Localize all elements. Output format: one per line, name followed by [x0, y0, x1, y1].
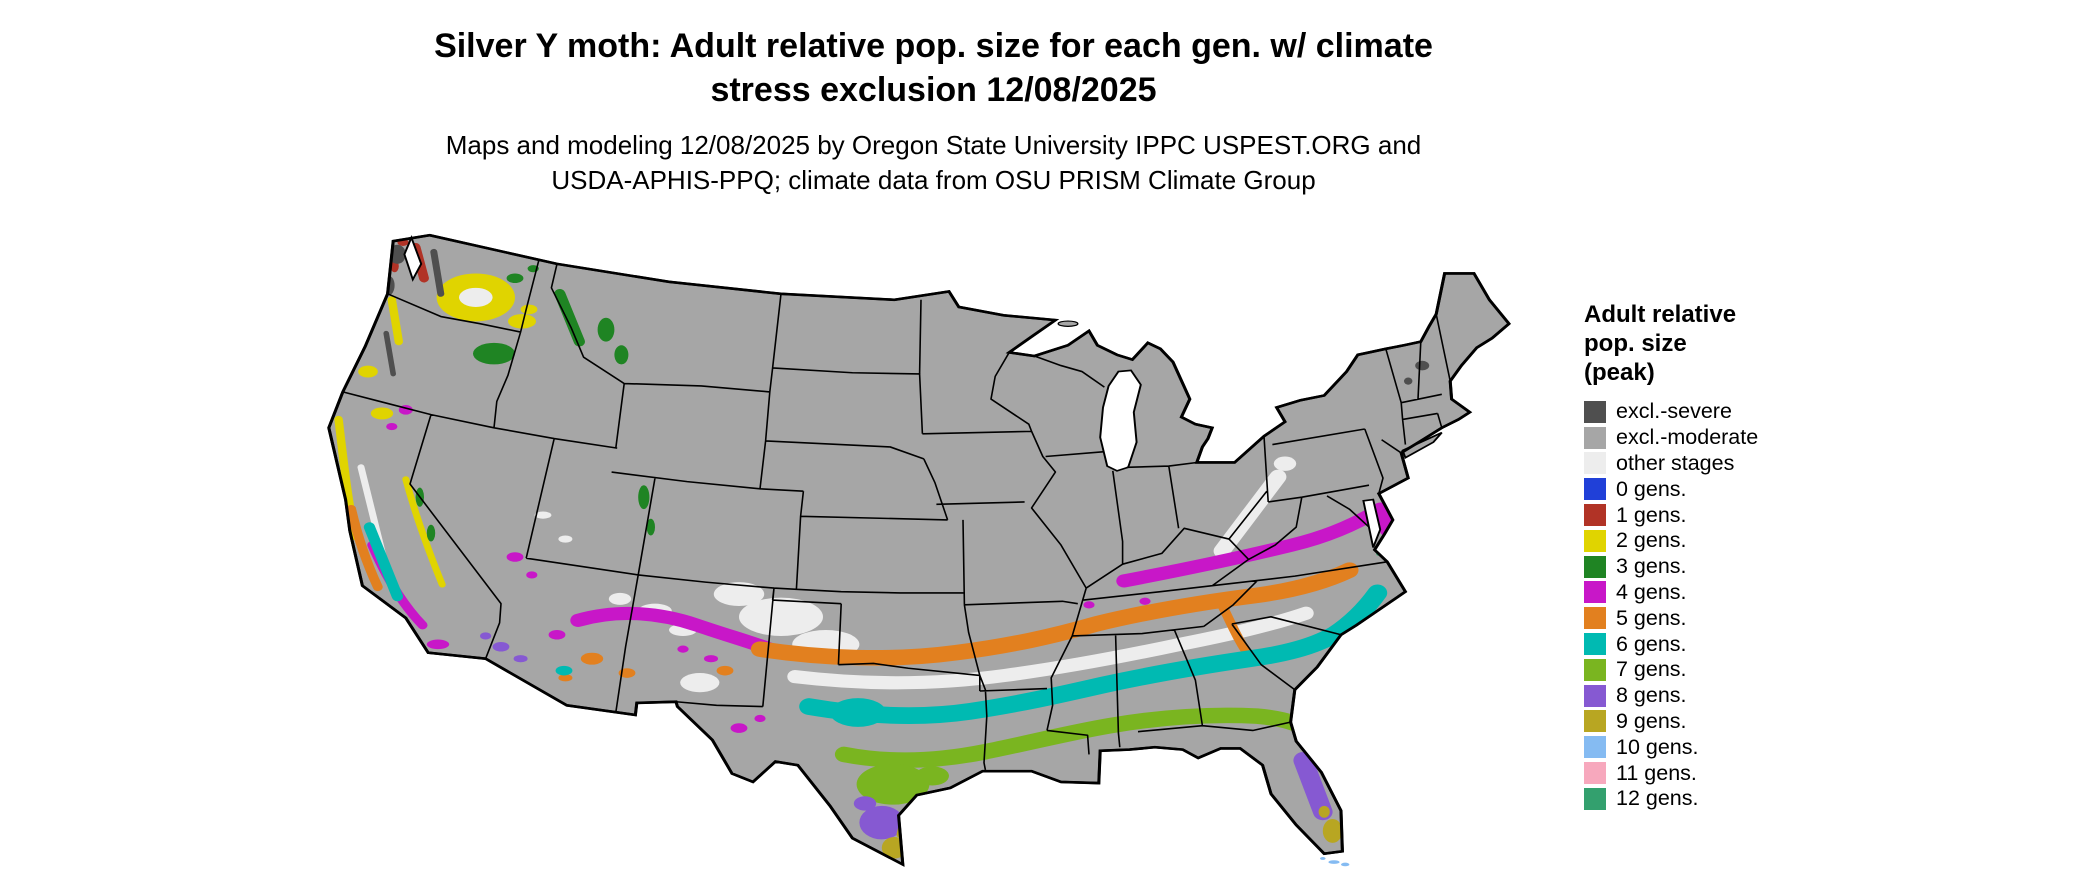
legend-label: other stages — [1616, 450, 1735, 475]
chesapeake-bay — [1362, 498, 1382, 548]
legend-label: 12 gens. — [1616, 786, 1699, 811]
legend-row: 7 gens. — [1584, 657, 1914, 683]
legend-title-line3: (peak) — [1584, 359, 1655, 386]
page-subtitle-line1: Maps and modeling 12/08/2025 by Oregon S… — [445, 130, 1422, 160]
isle-royale — [1057, 320, 1079, 327]
legend-label: 1 gens. — [1616, 502, 1687, 527]
legend-row: 9 gens. — [1584, 709, 1914, 735]
legend-row: 1 gens. — [1584, 502, 1914, 528]
legend-row: 2 gens. — [1584, 528, 1914, 554]
legend-label: 3 gens. — [1616, 554, 1687, 579]
legend-swatch — [1584, 607, 1606, 630]
overlay-6-gens — [363, 522, 1388, 727]
overlay-2-gens — [334, 273, 538, 588]
legend-row: 8 gens. — [1584, 683, 1914, 709]
page-subtitle-line2: USDA-APHIS-PPQ; climate data from OSU PR… — [551, 165, 1316, 195]
legend-row: other stages — [1584, 451, 1914, 477]
overlay-9-gens — [881, 805, 1343, 859]
legend-row: 3 gens. — [1584, 554, 1914, 580]
legend-label: 6 gens. — [1616, 631, 1687, 656]
legend-swatch — [1584, 581, 1606, 604]
legend-row: 6 gens. — [1584, 631, 1914, 657]
legend-row: excl.-severe — [1584, 399, 1914, 425]
title-block: Silver Y moth: Adult relative pop. size … — [0, 24, 1867, 198]
legend-label: 9 gens. — [1616, 708, 1687, 733]
long-island — [1401, 431, 1443, 459]
legend-swatch — [1584, 787, 1606, 810]
subtitle-block: Maps and modeling 12/08/2025 by Oregon S… — [0, 128, 1867, 198]
lake-michigan — [1099, 369, 1142, 472]
legend-swatch — [1584, 529, 1606, 552]
page-title-line1: Silver Y moth: Adult relative pop. size … — [434, 27, 1433, 65]
legend-row: 5 gens. — [1584, 605, 1914, 631]
water-bodies — [403, 234, 1382, 548]
legend-row: 12 gens. — [1584, 786, 1914, 812]
legend-swatch — [1584, 762, 1606, 785]
generation-overlays — [334, 238, 1430, 859]
us-map-svg — [327, 233, 1511, 867]
legend-label: 5 gens. — [1616, 605, 1687, 630]
overlay-other-stages-basin-core — [459, 287, 493, 307]
legend: Adult relative pop. size (peak) excl.-se… — [1584, 300, 1914, 812]
legend-label: excl.-moderate — [1616, 425, 1759, 450]
overlay-8-gens — [480, 632, 1333, 840]
legend-row: 0 gens. — [1584, 476, 1914, 502]
legend-swatch — [1584, 658, 1606, 681]
legend-swatch — [1584, 426, 1606, 449]
us-generations-map — [319, 228, 1523, 886]
legend-swatch — [1584, 710, 1606, 733]
legend-swatch — [1584, 555, 1606, 578]
legend-row: 10 gens. — [1584, 734, 1914, 760]
legend-items: excl.-severe excl.-moderate other stages… — [1584, 399, 1914, 812]
legend-label: 4 gens. — [1616, 579, 1687, 604]
state-borders — [343, 260, 1450, 770]
legend-label: 2 gens. — [1616, 528, 1687, 553]
legend-swatch — [1584, 504, 1606, 527]
legend-swatch — [1584, 684, 1606, 707]
legend-label: 11 gens. — [1616, 760, 1697, 785]
legend-swatch — [1584, 633, 1606, 656]
overlay-excl-severe — [349, 244, 1430, 385]
legend-label: excl.-severe — [1616, 399, 1732, 424]
legend-row: 11 gens. — [1584, 760, 1914, 786]
legend-label: 8 gens. — [1616, 683, 1687, 708]
puget-sound — [403, 234, 423, 282]
legend-title-line2: pop. size — [1584, 330, 1687, 357]
legend-swatch — [1584, 478, 1606, 501]
legend-swatch — [1584, 736, 1606, 759]
overlay-10-gens-keys — [1320, 857, 1350, 867]
legend-swatch — [1584, 400, 1606, 423]
overlay-3-gens — [415, 265, 655, 542]
legend-row: 4 gens. — [1584, 580, 1914, 606]
legend-row: excl.-moderate — [1584, 425, 1914, 451]
page-title-line2: stress exclusion 12/08/2025 — [710, 71, 1157, 109]
legend-label: 0 gens. — [1616, 476, 1687, 501]
legend-title-line1: Adult relative — [1584, 301, 1737, 328]
legend-swatch — [1584, 452, 1606, 475]
overlay-7-gens — [834, 707, 1323, 805]
legend-label: 10 gens. — [1616, 734, 1699, 759]
legend-label: 7 gens. — [1616, 657, 1687, 682]
